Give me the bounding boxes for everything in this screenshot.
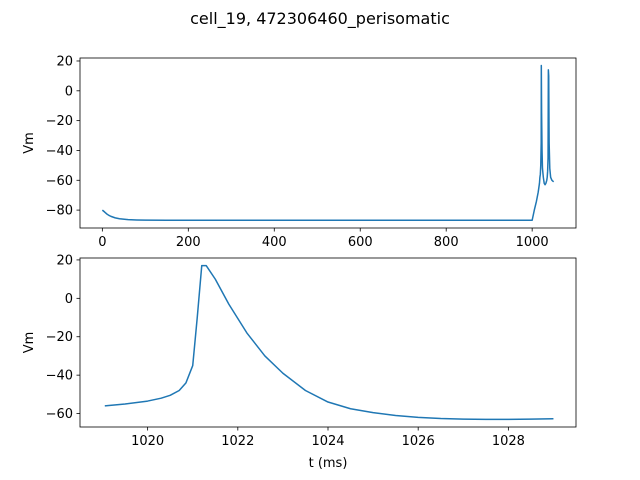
x-tick-label-1-2: 1024 [311,434,344,449]
x-tick-label-1-3: 1026 [402,434,435,449]
y-tick-label-0-4: 0 [65,84,73,99]
x-tick-label-0-1: 200 [176,235,201,250]
top-voltage-panel: 0 200 400 600 800 1000 −80 −60 −40 −20 0 20 Vm [22,54,577,250]
y-tick-label-0-1: −60 [46,174,73,189]
figure-title: cell_19, 472306460_perisomatic [190,9,450,29]
x-tick-label-0-3: 600 [348,235,373,250]
y-axis-label-0: Vm [22,132,37,154]
voltage-trace-0-0 [101,64,555,221]
x-tick-label-0-0: 0 [98,235,106,250]
y-tick-label-0-5: 20 [56,54,73,69]
x-axis-label-1: t (ms) [309,456,348,471]
axes-frame-0 [79,57,577,229]
y-tick-label-1-3: 0 [65,292,73,307]
x-tick-label-0-5: 1000 [516,235,549,250]
y-tick-label-0-2: −40 [46,144,73,159]
voltage-trace-1-0 [104,264,554,421]
y-tick-label-1-0: −60 [46,407,73,422]
y-tick-label-1-1: −40 [46,369,73,384]
y-tick-label-1-2: −20 [46,330,73,345]
y-axis-label-1: Vm [22,332,37,354]
y-tick-label-1-4: 20 [56,253,73,268]
x-tick-label-0-2: 400 [262,235,287,250]
bottom-voltage-panel: 1020 1022 1024 1026 1028 −60 −40 −20 0 20 Vm t (ms) [22,253,577,471]
x-tick-label-1-4: 1028 [492,434,525,449]
x-tick-label-1-0: 1020 [131,434,164,449]
y-tick-label-0-3: −20 [46,114,73,129]
x-tick-label-1-1: 1022 [221,434,254,449]
y-tick-label-0-0: −80 [46,204,73,219]
x-tick-label-0-4: 800 [434,235,459,250]
